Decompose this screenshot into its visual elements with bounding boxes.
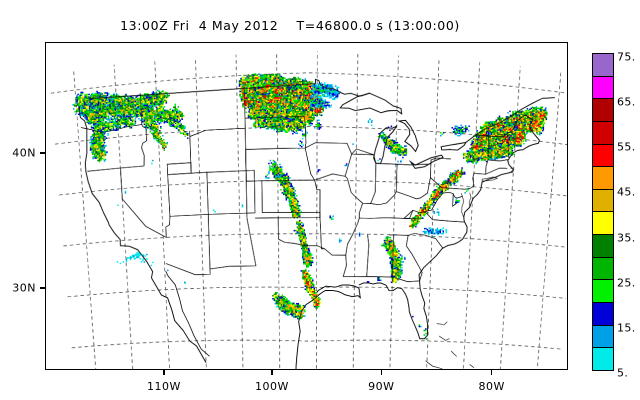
colorbar-tick-label: 5. (617, 366, 629, 380)
x-tick-mark (271, 370, 273, 375)
colorbar-tick-label: 25. (617, 276, 636, 290)
x-tick-label: 100W (255, 380, 289, 393)
colorbar-tick-label: 15. (617, 321, 636, 335)
y-tick-label: 30N (12, 281, 36, 295)
colorbar-tick-label: 65. (617, 95, 636, 109)
colorbar-tick-label: 75. (617, 50, 636, 64)
colorbar-swatch (593, 303, 613, 326)
plot-title: 13:00Z Fri 4 May 2012 T=46800.0 s (13:00… (120, 18, 460, 33)
colorbar-swatch (593, 348, 613, 370)
colorbar-tick-label: 45. (617, 185, 636, 199)
colorbar-swatch (593, 121, 613, 145)
colorbar-swatch (593, 54, 613, 77)
colorbar-swatch (593, 325, 613, 349)
x-tick-mark (490, 370, 493, 375)
x-tick-mark (380, 370, 382, 375)
colorbar-swatch (593, 257, 613, 281)
colorbar-swatch (593, 99, 613, 122)
colorbar-swatch (593, 212, 613, 236)
colorbar-swatch (593, 144, 613, 168)
colorbar-swatch (593, 235, 613, 258)
colorbar-swatch (593, 76, 613, 100)
map-frame (45, 42, 568, 370)
y-tick-label: 40N (12, 146, 36, 160)
colorbar-swatch (593, 280, 613, 304)
colorbar-swatch (593, 189, 613, 213)
x-tick-label: 80W (478, 380, 505, 393)
colorbar-tick-label: 35. (617, 231, 636, 245)
radar-reflectivity-map (46, 43, 567, 369)
y-tick-mark (40, 287, 45, 289)
x-tick-mark (163, 370, 165, 375)
x-tick-label: 90W (368, 380, 395, 393)
colorbar (592, 53, 614, 371)
x-tick-label: 110W (147, 380, 181, 393)
colorbar-tick-label: 55. (617, 140, 636, 154)
colorbar-swatch (593, 167, 613, 190)
y-tick-mark (40, 152, 45, 154)
